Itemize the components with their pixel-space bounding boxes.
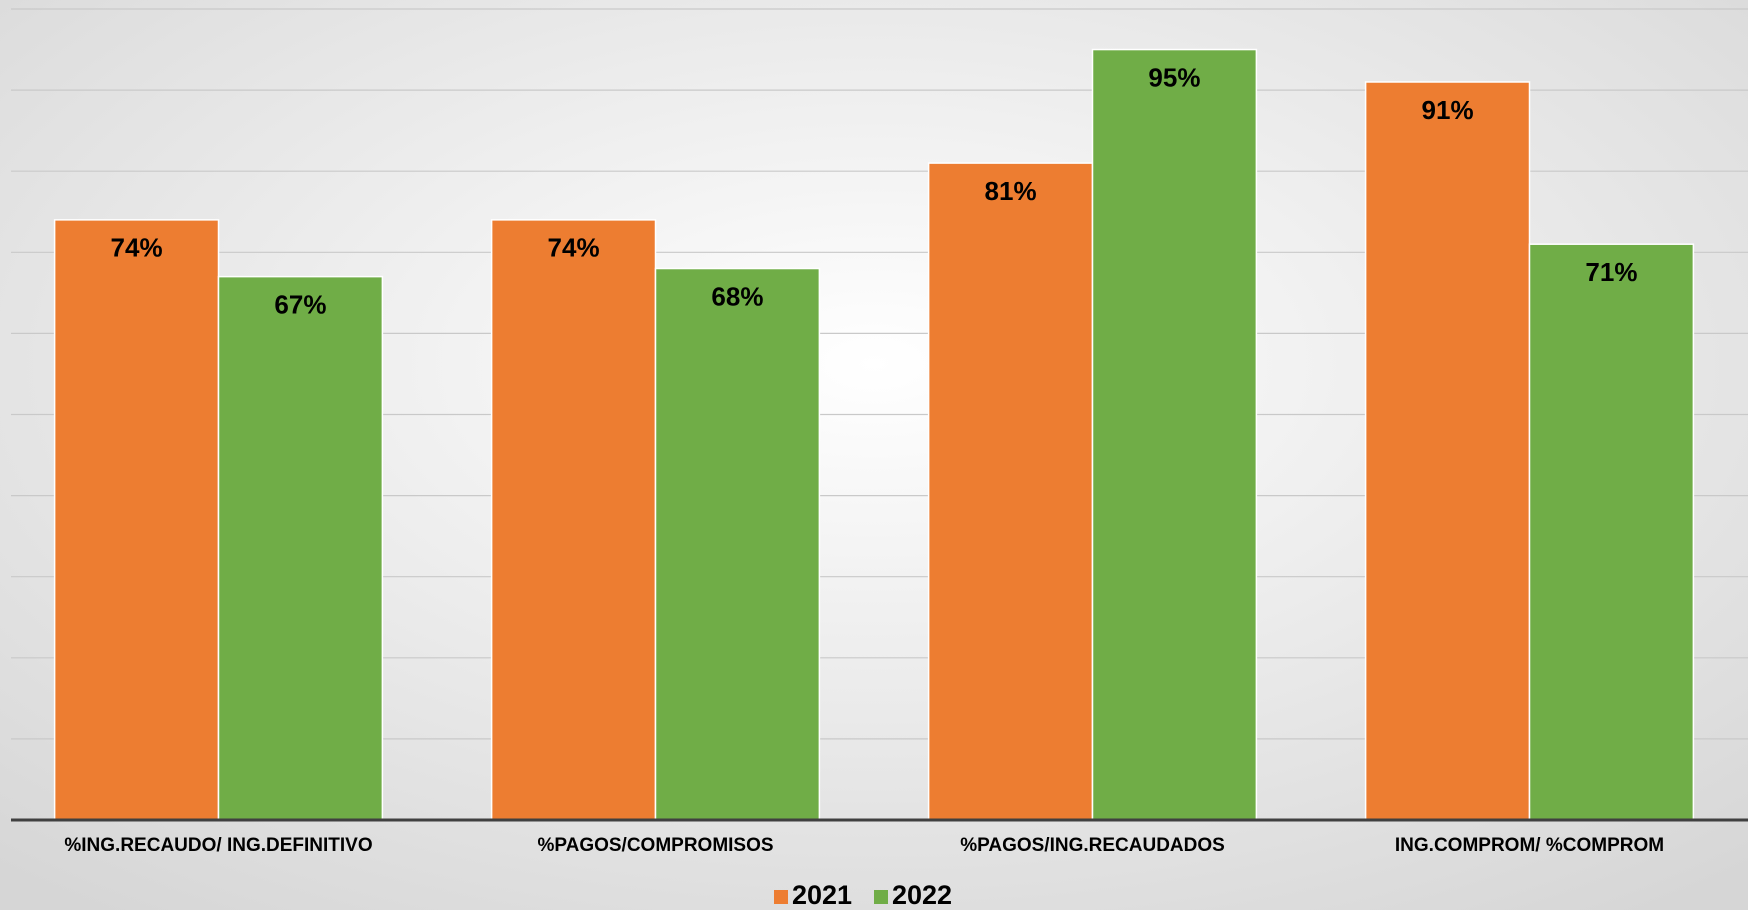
legend-swatch <box>874 890 888 904</box>
data-label: 95% <box>1148 62 1200 92</box>
x-tick-label: ING.COMPROM/ %COMPROM <box>1395 835 1664 856</box>
x-tick-label: %PAGOS/COMPROMISOS <box>537 835 773 856</box>
legend-label: 2022 <box>892 880 952 910</box>
bar <box>1364 81 1531 821</box>
x-tick-label: %ING.RECAUDO/ ING.DEFINITIVO <box>64 835 372 856</box>
data-label: 74% <box>548 233 600 263</box>
data-label: 71% <box>1585 257 1637 287</box>
data-label: 68% <box>711 281 763 311</box>
bar <box>1091 48 1258 821</box>
bar <box>217 275 384 821</box>
legend-swatch <box>774 890 788 904</box>
bar <box>53 219 220 821</box>
data-label: 74% <box>111 233 163 263</box>
bar <box>1528 243 1695 821</box>
bar <box>490 219 657 821</box>
data-label: 67% <box>274 290 326 320</box>
legend-label: 2021 <box>792 880 852 910</box>
data-label: 91% <box>1422 95 1474 125</box>
x-tick-label: %PAGOS/ING.RECAUDADOS <box>960 835 1225 856</box>
bar <box>654 267 821 821</box>
data-label: 81% <box>985 176 1037 206</box>
bar <box>927 162 1094 821</box>
